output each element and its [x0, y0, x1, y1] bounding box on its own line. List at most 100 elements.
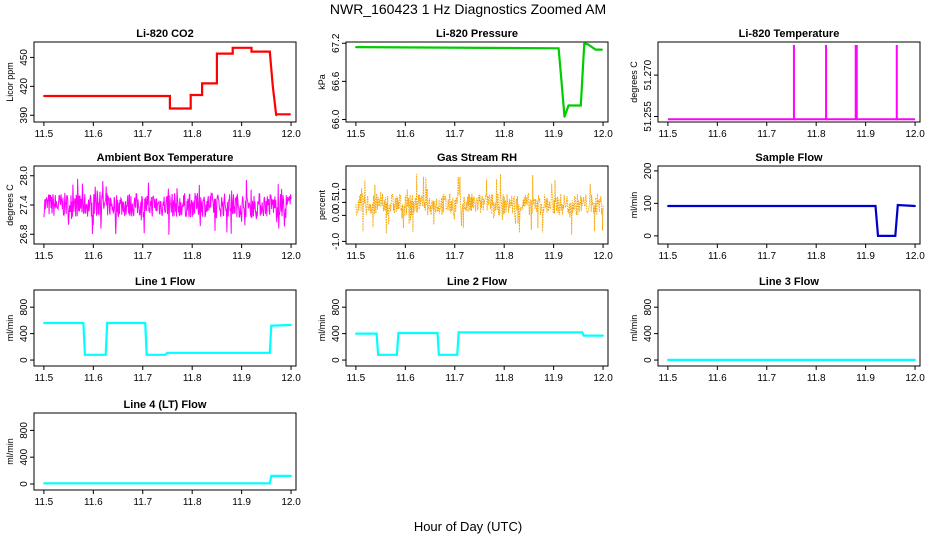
x-tick-label: 12.0 [905, 373, 925, 384]
data-point [43, 95, 45, 97]
data-point [231, 52, 234, 55]
series-line [43, 474, 292, 485]
data-point [43, 482, 45, 485]
data-point [601, 48, 603, 51]
data-point [436, 332, 439, 334]
series-line [355, 42, 603, 118]
y-tick-label: -1.0 [331, 232, 342, 250]
panel-title: Ambient Box Temperature [97, 152, 234, 164]
panel-line-4-lt-flow: Line 4 (LT) Flow 11.5 11.6 11.7 11.8 11.9 12.0… [5, 399, 301, 508]
data-point [268, 482, 271, 485]
x-tick-label: 11.8 [807, 373, 826, 384]
data-point [250, 46, 253, 49]
data-point [189, 107, 192, 110]
data-point [355, 46, 357, 48]
panel-line-3-flow: Line 3 Flow 11.5 11.6 11.7 11.8 11.9 12.0 0 400 8… [629, 276, 925, 384]
x-tick-label: 11.5 [347, 251, 366, 262]
plot-area [43, 46, 291, 117]
series-line [43, 46, 291, 116]
plot-area [667, 358, 916, 361]
panel-line-2-flow: Line 2 Flow 11.5 11.6 11.7 11.8 11.9 12.0 0 400 8… [317, 276, 613, 384]
data-point [602, 334, 604, 337]
data-point [667, 205, 669, 207]
x-tick-label: 12.0 [281, 251, 301, 262]
panel-title: Line 1 Flow [135, 276, 195, 288]
x-tick-label: 11.9 [856, 251, 875, 262]
plot-frame [345, 289, 609, 367]
plot-area [355, 42, 603, 118]
data-point [164, 353, 166, 356]
panel-title: Li-820 Pressure [436, 28, 518, 40]
y-axis-label: degrees C [5, 184, 15, 226]
y-tick-label: 0 [331, 357, 342, 363]
y-tick-label: 0.0 [331, 208, 342, 222]
x-tick-label: 11.7 [133, 497, 152, 508]
data-point [270, 324, 273, 327]
y-tick-label: 66.0 [331, 109, 342, 129]
series-line [355, 331, 604, 356]
x-tick-label: 11.5 [35, 373, 54, 384]
data-point [896, 204, 899, 206]
x-tick-label: 11.5 [659, 251, 678, 262]
series-points [355, 174, 604, 235]
y-tick-label: 800 [19, 298, 30, 315]
x-tick-label: 11.9 [856, 373, 875, 384]
data-point [377, 353, 379, 356]
y-tick-label: 1.0 [331, 182, 342, 196]
figure-xlabel: Hour of Day (UTC) [414, 519, 522, 534]
x-tick-label: 12.0 [905, 251, 925, 262]
y-axis-label: degrees C [629, 61, 639, 103]
data-point [82, 322, 85, 324]
y-tick-label: 400 [643, 325, 654, 342]
data-point [231, 46, 234, 49]
data-point [894, 235, 897, 237]
x-tick-label: 11.9 [856, 129, 875, 140]
plot-area [355, 331, 604, 356]
plot-frame [345, 165, 609, 245]
y-axis-label: Licor ppm [5, 62, 15, 102]
data-point [189, 94, 192, 96]
data-point [579, 104, 582, 107]
data-point [583, 42, 586, 45]
plot-frame [33, 412, 297, 491]
data-point [355, 332, 357, 335]
data-point [914, 205, 916, 207]
x-tick-label: 11.9 [544, 251, 563, 262]
plot-frame [657, 289, 921, 367]
data-point [169, 107, 171, 110]
plot-frame [33, 41, 297, 123]
data-point [563, 116, 566, 118]
series-line [667, 203, 916, 237]
y-tick-label: 0 [643, 357, 654, 363]
y-tick-label: 51.270 [643, 59, 654, 90]
data-point [397, 332, 400, 334]
data-point [216, 52, 218, 55]
x-tick-label: 11.7 [445, 129, 464, 140]
y-tick-label: 800 [331, 298, 342, 315]
data-point [84, 353, 86, 356]
x-tick-label: 11.7 [133, 129, 152, 140]
data-point [268, 351, 271, 354]
x-tick-label: 12.0 [593, 251, 613, 262]
data-point [877, 235, 879, 237]
panel-title: Li-820 CO2 [136, 28, 193, 40]
panel-title: Line 4 (LT) Flow [124, 399, 207, 411]
y-axis-label: percent [317, 189, 327, 220]
x-tick-label: 11.5 [347, 129, 366, 140]
data-point [270, 475, 273, 477]
y-axis-label: ml/min [317, 315, 327, 342]
data-point [268, 50, 271, 53]
x-tick-label: 12.0 [281, 129, 301, 140]
data-point [216, 82, 218, 85]
data-point [144, 322, 147, 324]
x-tick-label: 11.8 [183, 129, 202, 140]
data-point [914, 359, 916, 361]
y-tick-label: 66.6 [331, 71, 342, 91]
x-tick-label: 11.8 [807, 129, 826, 140]
data-point [594, 48, 597, 51]
y-tick-label: 51.255 [643, 101, 654, 132]
data-point [271, 85, 274, 88]
data-point [567, 104, 570, 107]
x-tick-label: 11.6 [708, 129, 727, 140]
data-point [581, 331, 584, 334]
